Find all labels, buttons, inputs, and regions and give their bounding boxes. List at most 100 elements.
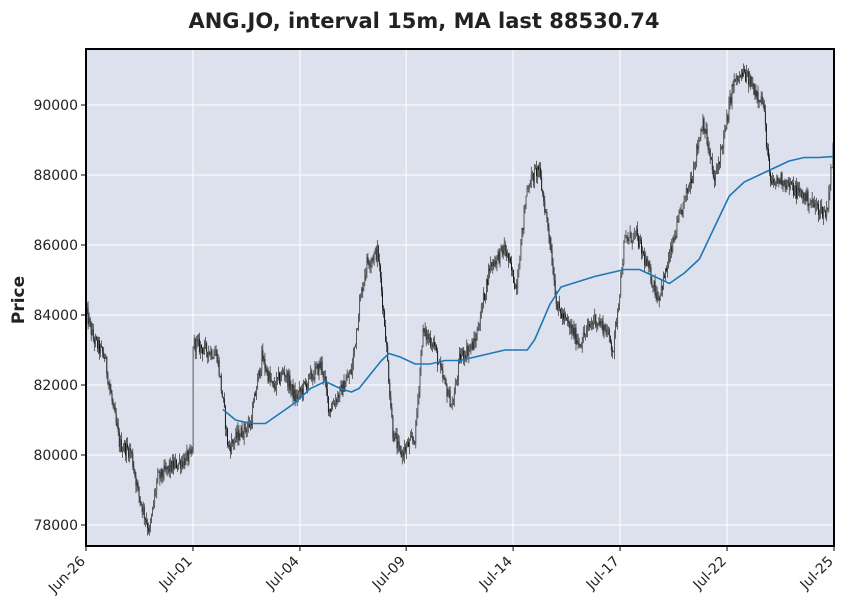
candle-body [421,347,423,354]
candle-body [489,268,491,272]
candle-body [486,279,487,295]
candle-body [542,190,544,194]
candle-body [665,268,666,279]
candle-body [423,328,425,333]
candle-body [264,358,266,369]
candle-body [287,372,289,388]
candle-body [702,118,704,132]
candle-body [357,327,358,330]
candle-body [167,465,169,470]
candle-body [211,350,213,359]
candle-body [640,239,641,241]
candle-body [294,389,296,402]
candle-body [733,79,735,87]
candle-body [508,257,510,262]
candle-body [743,69,744,77]
candle-body [354,343,356,347]
candle-body [392,416,394,438]
candle-body [345,379,347,386]
candle-body [396,435,398,449]
candle-body [203,350,205,354]
candle-body [611,349,613,352]
candle-body [222,397,224,399]
candle-body [757,92,759,101]
candle-body [811,199,813,204]
candle-body [206,342,208,353]
candle-body [683,196,685,203]
candle-body [234,439,236,444]
y-tick-label: 90000 [33,98,78,114]
candle-body [435,345,437,347]
candle-body [358,317,360,328]
candle-body [631,242,633,243]
candlestick-series [85,63,835,536]
candle-body [779,179,781,184]
candle-body [312,377,314,379]
candle-body [230,446,232,452]
candle-body [411,436,413,438]
candle-body [709,149,711,157]
candle-body [471,341,473,348]
candle-body [249,422,251,428]
candle-body [448,390,450,396]
candle-body [262,350,264,362]
candle-body [522,227,524,230]
candle-body [453,393,455,405]
candle-body [142,507,144,513]
candle-body [517,276,519,289]
candle-body [576,340,578,345]
candle-body [512,269,513,271]
candle-body [565,314,567,318]
candle-body [118,432,120,447]
candle-body [414,441,416,444]
candle-body [327,396,329,413]
candle-body [642,251,644,254]
candle-body [549,236,551,245]
candle-body [550,244,552,251]
candle-body [732,84,734,87]
candle-body [434,341,435,346]
candle-body [799,189,801,193]
candle-body [745,71,747,82]
candle-body [136,482,138,486]
candle-body [713,177,715,181]
x-tick-label: Jul-04 [263,553,303,593]
candle-body [729,97,731,104]
candle-body [106,356,108,374]
candle-body [229,445,231,447]
candle-body [644,254,646,265]
candle-body [750,76,752,87]
candle-body [775,180,777,185]
candle-body [466,346,468,359]
candle-body [515,284,517,289]
candle-body [215,350,217,354]
candle-body [183,457,185,467]
candle-body [720,148,722,165]
candle-body [113,404,115,407]
candle-body [810,203,812,204]
candle-body [828,192,830,210]
candle-body [115,413,117,423]
candle-body [443,378,445,379]
candle-body [281,372,283,379]
candle-body [539,167,541,170]
candle-body [145,520,147,523]
candle-body [648,261,650,269]
candle-body [533,168,535,182]
candle-body [147,528,149,532]
candle-body [663,275,665,279]
candle-body [213,355,215,359]
candle-body [725,126,727,129]
candle-body [185,454,187,465]
candle-body [210,350,212,355]
candle-body [391,407,393,417]
candle-body [649,267,651,269]
candle-body [102,347,104,353]
candle-body [238,429,240,441]
candle-body [378,260,380,266]
candle-body [724,128,726,136]
candle-body [449,390,451,407]
candle-body [787,180,789,183]
moving-average-line [222,155,835,425]
candle-body [101,345,103,348]
